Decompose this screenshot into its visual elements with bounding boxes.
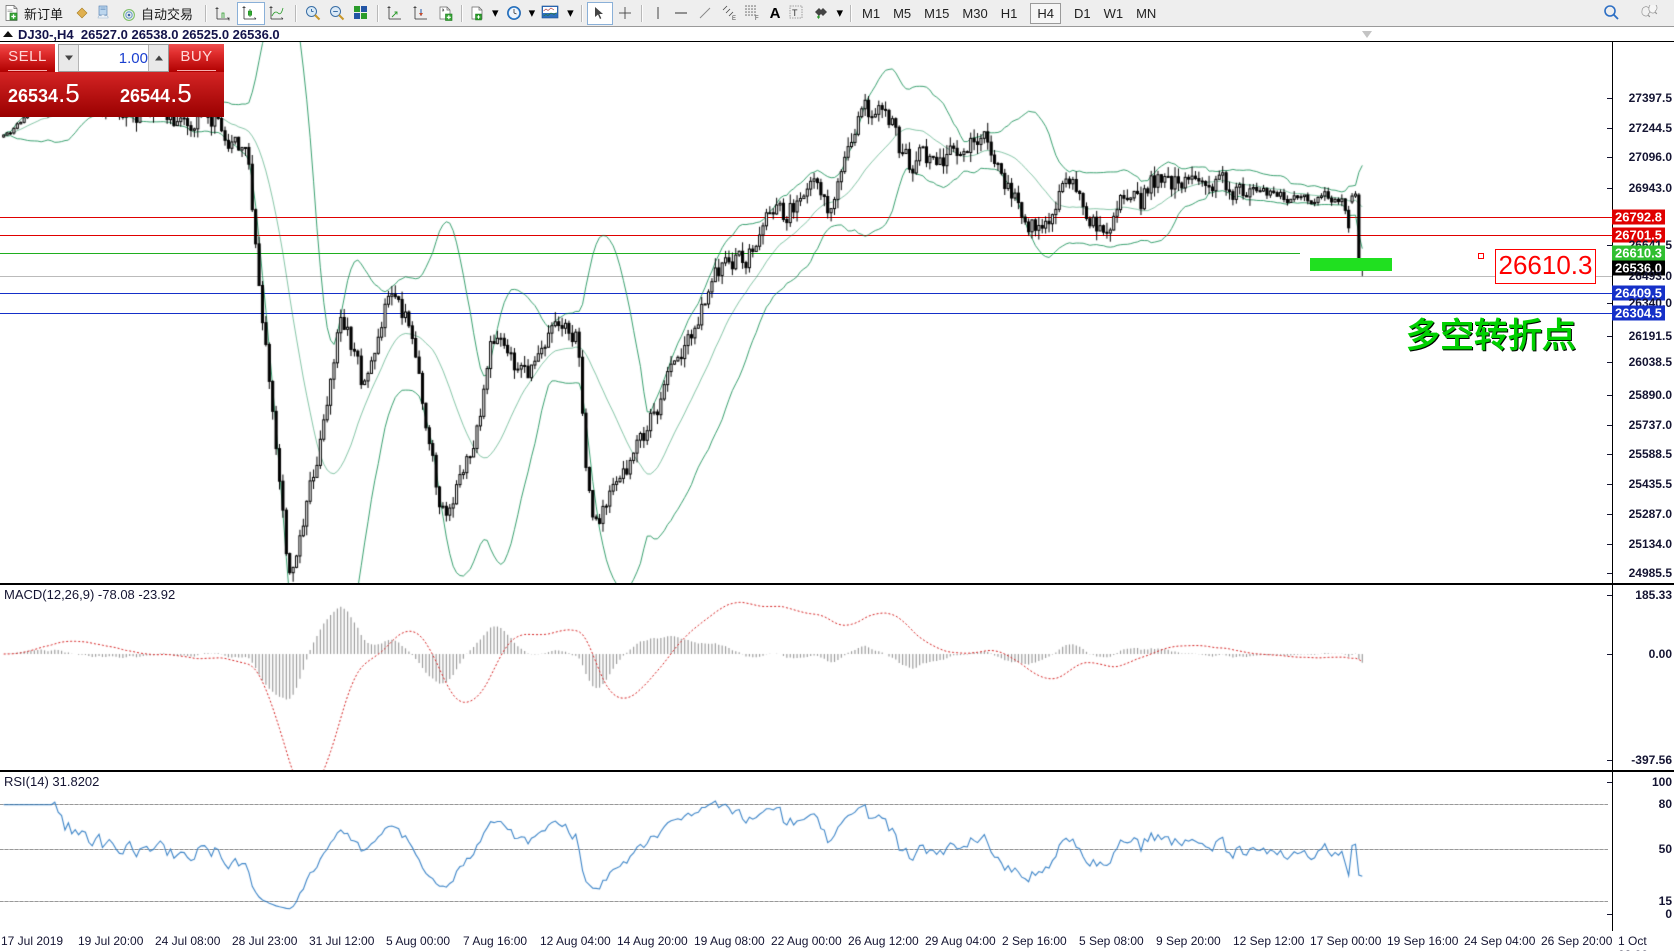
svg-text:E: E <box>732 16 736 22</box>
svg-text:T: T <box>792 8 798 18</box>
svg-text:F: F <box>755 16 759 22</box>
